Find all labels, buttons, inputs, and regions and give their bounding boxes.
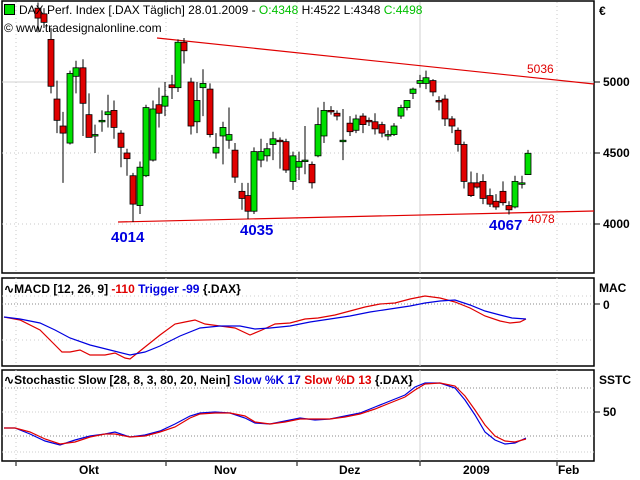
macd-symbol: {.DAX} bbox=[202, 282, 241, 296]
wave-icon: ∿ bbox=[4, 373, 15, 387]
macd-value: -110 bbox=[111, 282, 135, 296]
y-tick-5000: 5000 bbox=[603, 75, 630, 89]
macd-lines bbox=[3, 295, 527, 360]
close-value: C:4498 bbox=[383, 3, 423, 17]
slow-d-value: Slow %D 13 bbox=[304, 373, 372, 387]
stoch-panel-frame bbox=[1, 369, 595, 462]
macd-panel-title: ∿MACD [12, 26, 9] -110 Trigger -99 {.DAX… bbox=[4, 282, 241, 296]
main-panel-frame bbox=[1, 0, 595, 274]
candlesticks bbox=[34, 2, 532, 223]
macd-y-tick-0: 0 bbox=[603, 298, 610, 312]
low-value: L:4348 bbox=[343, 3, 381, 17]
macd-axis-label: MAC bbox=[599, 281, 627, 295]
open-value: O:4348 bbox=[258, 3, 299, 17]
stoch-panel-title: ∿Stochastic Slow [28, 8, 3, 80, 20, Nein… bbox=[4, 373, 413, 387]
low-annotation-4014: 4014 bbox=[111, 229, 145, 246]
stoch-title-text: Stochastic Slow [28, 8, 3, 80, 20, Nein] bbox=[14, 373, 234, 387]
stoch-symbol: {.DAX} bbox=[374, 373, 413, 387]
y-tick-4000: 4000 bbox=[603, 217, 630, 231]
gridlines bbox=[2, 2, 594, 461]
macd-title-text: MACD [12, 26, 9] bbox=[14, 282, 112, 296]
lower-trend-label: 4078 bbox=[528, 212, 555, 226]
x-label-dez: Dez bbox=[339, 463, 361, 477]
wave-icon: ∿ bbox=[4, 282, 15, 296]
instrument-title: DAX Perf. Index [.DAX Täglich] 28.01.200… bbox=[19, 3, 259, 17]
x-label-okt: Okt bbox=[79, 463, 100, 477]
slow-k-value: Slow %K 17 bbox=[233, 373, 301, 387]
stoch-lines bbox=[4, 382, 527, 446]
trendlines bbox=[117, 37, 595, 223]
y-tick-4500: 4500 bbox=[603, 146, 630, 160]
main-panel-title: DAX Perf. Index [.DAX Täglich] 28.01.200… bbox=[4, 3, 422, 17]
x-label-nov: Nov bbox=[214, 463, 237, 477]
macd-panel-frame bbox=[1, 277, 595, 367]
currency-label: € bbox=[599, 4, 606, 18]
upper-trend-label: 5036 bbox=[527, 62, 554, 76]
low-annotation-4067: 4067 bbox=[489, 217, 523, 234]
x-label-feb: Feb bbox=[558, 463, 580, 477]
high-value: H:4522 bbox=[301, 3, 341, 17]
stoch-axis-label: SSTC bbox=[599, 373, 632, 387]
candle-legend-icon bbox=[4, 4, 15, 15]
low-annotation-4035: 4035 bbox=[240, 222, 274, 239]
axis-ticks bbox=[15, 81, 600, 466]
x-label-2009: 2009 bbox=[463, 463, 490, 477]
copyright: © www.tradesignalonline.com bbox=[4, 21, 162, 35]
trigger-value: Trigger -99 bbox=[138, 282, 200, 296]
stoch-y-tick-50: 50 bbox=[603, 405, 617, 419]
